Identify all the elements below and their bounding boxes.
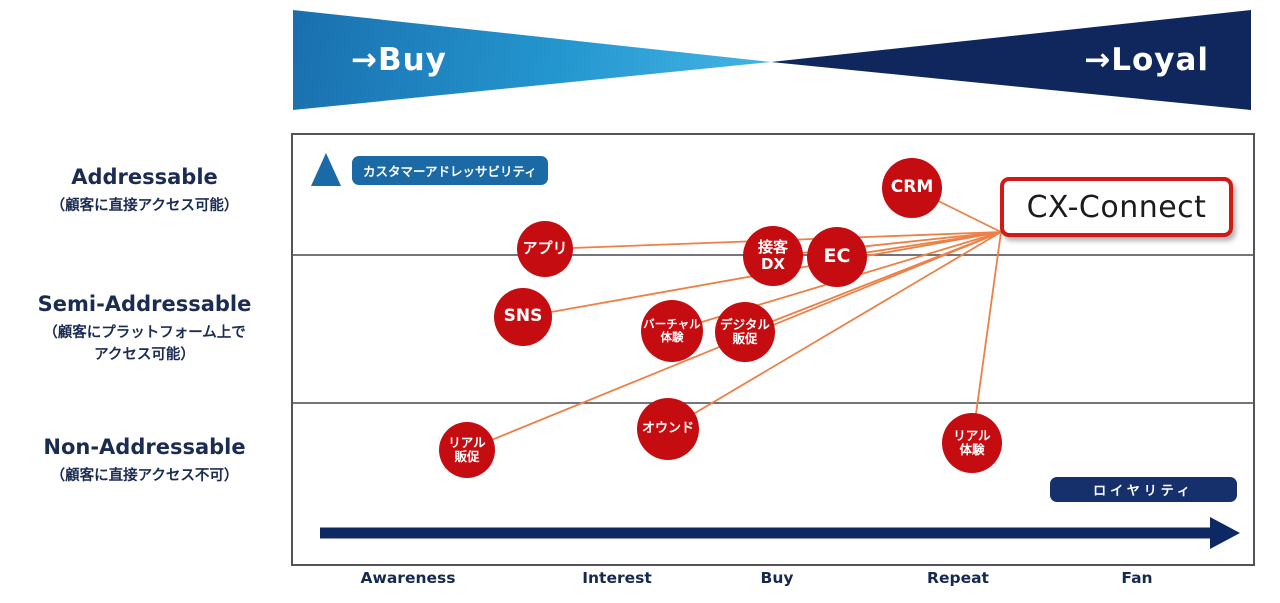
cx-connect-box: CX-Connect bbox=[1000, 177, 1233, 237]
row-label-semi-addressable: Semi-Addressable （顧客にプラットフォーム上で アクセス可能） bbox=[0, 292, 289, 367]
row-title: Semi-Addressable bbox=[37, 292, 252, 316]
x-label-fan: Fan bbox=[1121, 569, 1153, 587]
row-subtitle: （顧客に直接アクセス可能） bbox=[50, 198, 239, 214]
buy-funnel-wedge: →Buy bbox=[293, 10, 771, 110]
addressability-badge: カスタマーアドレッサビリティ bbox=[352, 156, 548, 185]
row-title: Non-Addressable bbox=[43, 435, 246, 459]
x-label-repeat: Repeat bbox=[927, 569, 989, 587]
row-label-non-addressable: Non-Addressable （顧客に直接アクセス不可） bbox=[0, 435, 289, 487]
row-subtitle: （顧客に直接アクセス不可） bbox=[50, 468, 239, 484]
row-title: Addressable bbox=[71, 165, 218, 189]
x-label-awareness: Awareness bbox=[360, 569, 456, 587]
x-label-buy: Buy bbox=[760, 569, 794, 587]
buy-wedge-label: →Buy bbox=[351, 42, 447, 78]
row-subtitle: （顧客にプラットフォーム上で アクセス可能） bbox=[43, 325, 246, 364]
loyalty-badge: ロイヤリティ bbox=[1050, 477, 1237, 502]
x-label-interest: Interest bbox=[582, 569, 652, 587]
loyal-wedge-label: →Loyal bbox=[1084, 42, 1209, 78]
loyal-funnel-wedge: →Loyal bbox=[771, 10, 1251, 110]
row-label-addressable: Addressable （顧客に直接アクセス可能） bbox=[0, 165, 289, 217]
